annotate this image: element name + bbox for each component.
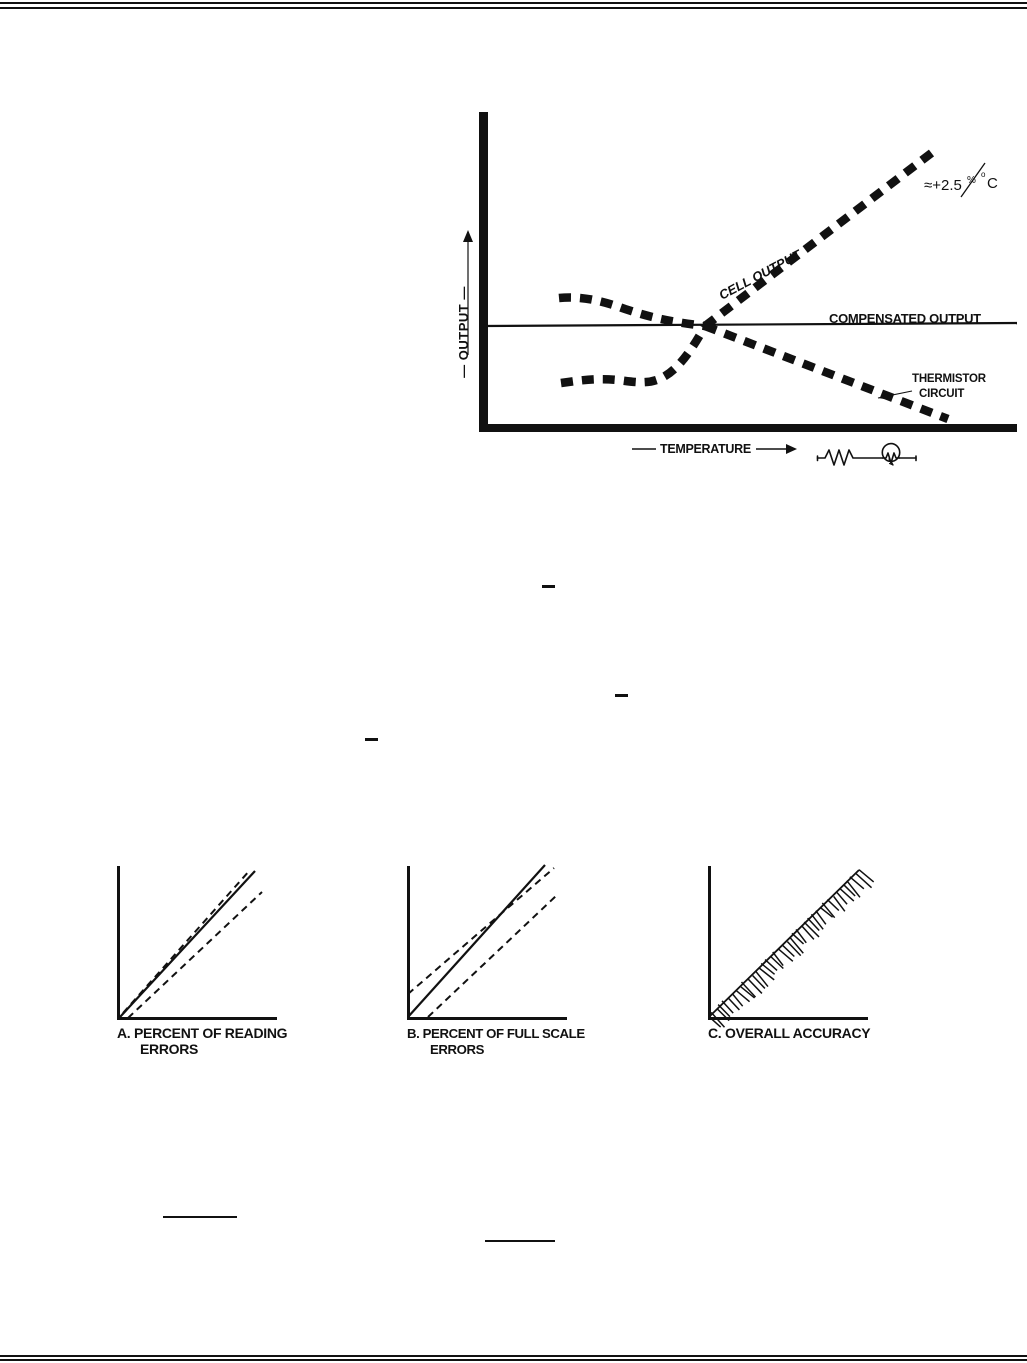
svg-text:CIRCUIT: CIRCUIT [919,388,964,400]
svg-text:≈+2.5: ≈+2.5 [924,177,962,194]
svg-text:o: o [981,170,986,179]
svg-text:THERMISTOR: THERMISTOR [912,373,987,385]
svg-text:A. PERCENT OF READING: A. PERCENT OF READING [117,1025,288,1041]
svg-text:C: C [987,175,998,192]
svg-text:B. PERCENT OF FULL SCALE: B. PERCENT OF FULL SCALE [407,1026,585,1041]
svg-text:CELL OUTPUT: CELL OUTPUT [716,246,804,302]
svg-text:C. OVERALL ACCURACY: C. OVERALL ACCURACY [708,1025,871,1041]
svg-text:TEMPERATURE: TEMPERATURE [660,442,751,456]
svg-text:COMPENSATED OUTPUT: COMPENSATED OUTPUT [829,311,981,326]
svg-text:ERRORS: ERRORS [140,1041,198,1057]
svg-text:— OUTPUT —: — OUTPUT — [456,286,471,378]
svg-text:ERRORS: ERRORS [430,1042,485,1057]
